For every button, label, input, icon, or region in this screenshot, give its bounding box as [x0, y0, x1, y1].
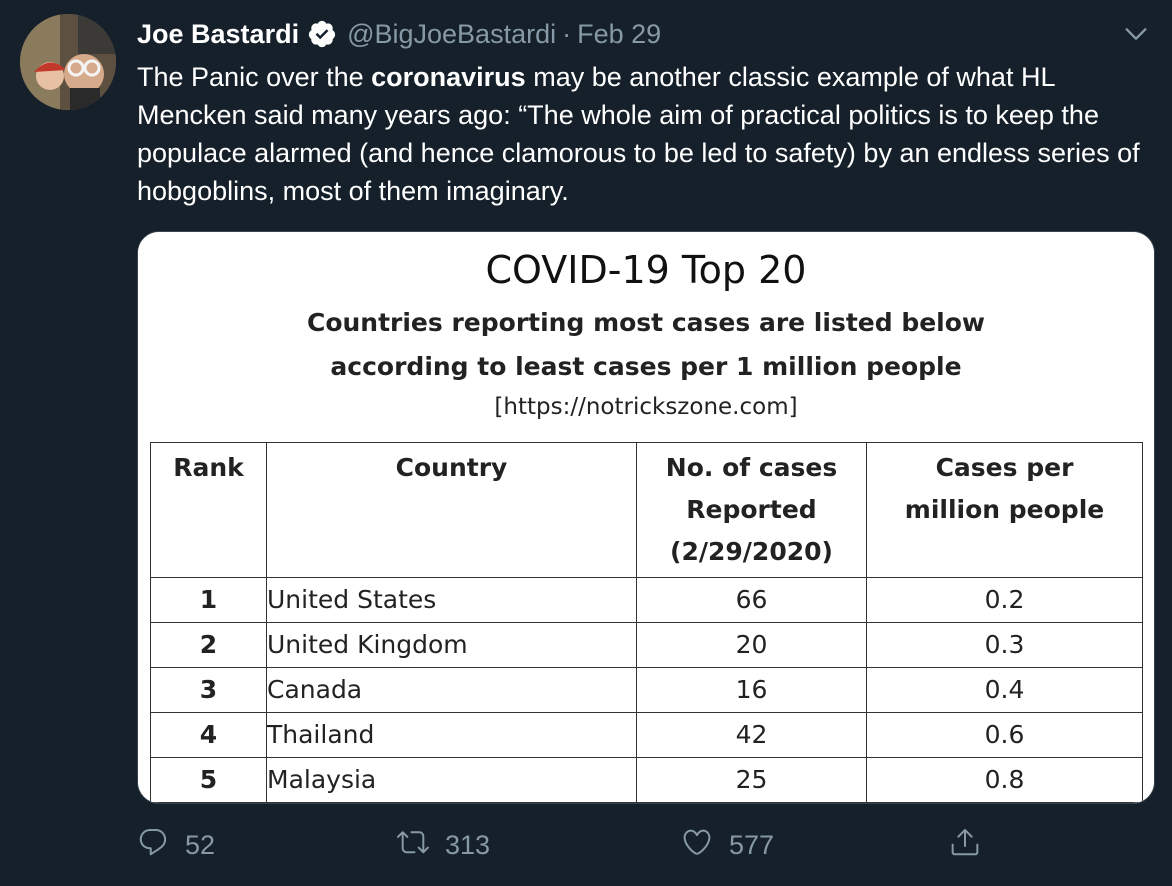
- header-cases-line3: (2/29/2020): [670, 537, 833, 566]
- cell-country: Canada: [266, 667, 637, 713]
- table-row: 3 Canada 16 0.4: [150, 667, 1143, 713]
- avatar[interactable]: [20, 14, 116, 110]
- display-name[interactable]: Joe Bastardi: [137, 18, 300, 49]
- reply-icon: [137, 826, 185, 865]
- image-subtitle-line2: according to least cases per 1 million p…: [330, 352, 962, 381]
- media-image: COVID-19 Top 20 Countries reporting most…: [138, 232, 1154, 803]
- table-header-row: Rank Country No. of cases Reported (2/29…: [150, 442, 1143, 578]
- header-per-million: Cases per million people: [866, 442, 1143, 578]
- tweet-header: Joe Bastardi @BigJoeBastardi · Feb 29: [137, 16, 661, 52]
- table-row: 2 United Kingdom 20 0.3: [150, 622, 1143, 668]
- header-country-label: Country: [395, 453, 508, 482]
- like-count: 577: [729, 829, 775, 860]
- cell-cases: 25: [636, 757, 867, 803]
- table-row: 4 Thailand 42 0.6: [150, 712, 1143, 758]
- header-country: Country: [266, 442, 637, 578]
- heart-icon: [681, 826, 729, 865]
- cell-per-million: 0.4: [866, 667, 1143, 713]
- cell-rank: 2: [150, 622, 267, 668]
- header-cases-line1: No. of cases: [665, 453, 838, 482]
- tweet-text: The Panic over the coronavirus may be an…: [137, 58, 1157, 210]
- header-cases: No. of cases Reported (2/29/2020): [636, 442, 867, 578]
- verified-badge-icon: [307, 19, 337, 49]
- retweet-count: 313: [445, 829, 491, 860]
- tweet-media[interactable]: COVID-19 Top 20 Countries reporting most…: [137, 231, 1155, 804]
- tweet-actions: 52 313 577: [137, 822, 1137, 868]
- tweet-text-part: The Panic over the: [137, 62, 372, 92]
- header-per-million-line1: Cases per: [935, 453, 1074, 482]
- cell-rank: 1: [150, 577, 267, 623]
- image-source: [https://notrickszone.com]: [494, 394, 798, 420]
- table-row: 5 Malaysia 25 0.8: [150, 757, 1143, 803]
- cell-per-million: 0.2: [866, 577, 1143, 623]
- user-handle[interactable]: @BigJoeBastardi: [347, 18, 557, 49]
- image-subtitle-line1: Countries reporting most cases are liste…: [306, 308, 986, 337]
- header-rank: Rank: [150, 442, 267, 578]
- table-row: 1 United States 66 0.2: [150, 577, 1143, 623]
- tweet-date[interactable]: Feb 29: [577, 18, 662, 49]
- header-rank-label: Rank: [173, 453, 244, 482]
- covid-table: Rank Country No. of cases Reported (2/29…: [150, 442, 1143, 803]
- retweet-icon: [397, 826, 445, 865]
- separator-dot: ·: [562, 18, 572, 49]
- cell-country: Thailand: [266, 712, 637, 758]
- like-button[interactable]: 577: [681, 822, 774, 868]
- cell-country: United States: [266, 577, 637, 623]
- image-title: COVID-19 Top 20: [485, 248, 807, 292]
- cell-rank: 4: [150, 712, 267, 758]
- cell-cases: 16: [636, 667, 867, 713]
- cell-cases: 66: [636, 577, 867, 623]
- share-button[interactable]: [949, 822, 997, 868]
- reply-count: 52: [185, 829, 216, 860]
- chevron-down-icon[interactable]: [1122, 20, 1150, 48]
- cell-per-million: 0.8: [866, 757, 1143, 803]
- header-per-million-line2: million people: [904, 495, 1105, 524]
- cell-country: United Kingdom: [266, 622, 637, 668]
- tweet-text-part: may be another classic example of what H…: [137, 62, 1140, 206]
- header-cases-line2: Reported: [686, 495, 817, 524]
- cell-rank: 5: [150, 757, 267, 803]
- cell-cases: 20: [636, 622, 867, 668]
- cell-rank: 3: [150, 667, 267, 713]
- cell-per-million: 0.3: [866, 622, 1143, 668]
- cell-cases: 42: [636, 712, 867, 758]
- cell-per-million: 0.6: [866, 712, 1143, 758]
- share-icon: [949, 826, 997, 865]
- cell-country: Malaysia: [266, 757, 637, 803]
- reply-button[interactable]: 52: [137, 822, 215, 868]
- retweet-button[interactable]: 313: [397, 822, 490, 868]
- tweet-text-bold: coronavirus: [371, 62, 526, 92]
